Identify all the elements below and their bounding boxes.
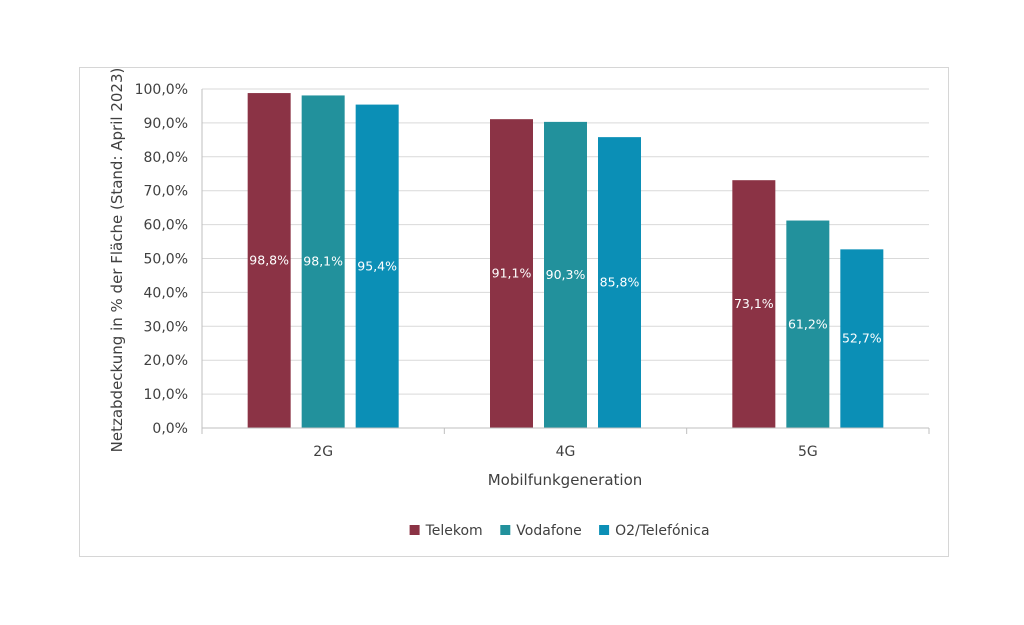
y-tick-label: 70,0% [144,184,188,200]
x-tick-label: 4G [556,444,576,460]
y-tick-label: 20,0% [144,353,188,369]
legend-label: O2/Telefónica [615,523,709,539]
y-tick-label: 80,0% [144,150,188,166]
legend-label: Telekom [425,523,483,539]
y-tick-labels: 0,0% 10,0% 20,0% 30,0% 40,0% 50,0% 60,0% 70,0% 8… [135,82,188,437]
x-axis-title: Mobilfunkgeneration [488,471,643,489]
y-tick-label: 60,0% [144,218,188,234]
bar [301,95,345,428]
bar [840,249,884,428]
bar [544,121,587,429]
x-tick-label: 2G [313,444,333,460]
legend: Telekom Vodafone O2/Telefónica [409,523,710,539]
data-label: 91,1% [492,266,532,281]
data-label: 85,8% [600,275,640,290]
y-tick-label: 100,0% [135,82,188,98]
y-axis-title: Netzabdeckung in % der Fläche (Stand: Ap… [108,68,126,453]
y-tick-label: 90,0% [144,116,188,132]
y-tick-label: 30,0% [144,319,188,335]
legend-swatch [500,525,511,535]
y-tick-label: 0,0% [152,421,188,437]
data-label: 98,1% [303,254,343,269]
bar [247,93,291,429]
y-tick-label: 10,0% [144,387,188,403]
data-label: 61,2% [788,316,828,331]
data-label: 98,8% [249,253,289,268]
data-label: 95,4% [357,258,397,273]
bars [247,93,884,429]
legend-swatch [409,525,420,535]
bar [490,119,533,429]
bar [598,137,641,428]
data-labels: 98,8% 98,1% 95,4% 91,1% 90,3% 85,8% 73,1% 61,2%… [249,253,881,346]
data-label: 90,3% [546,267,586,282]
legend-label: Vodafone [516,523,582,539]
bar [355,104,399,429]
x-tick-label: 5G [798,444,818,460]
bar [732,180,776,428]
y-tick-label: 50,0% [144,252,188,268]
data-label: 73,1% [734,296,774,311]
legend-swatch [599,525,610,535]
bar [786,220,830,428]
data-label: 52,7% [842,331,882,346]
x-axis: 2G 4G 5G [201,89,930,460]
y-tick-label: 40,0% [144,285,188,301]
